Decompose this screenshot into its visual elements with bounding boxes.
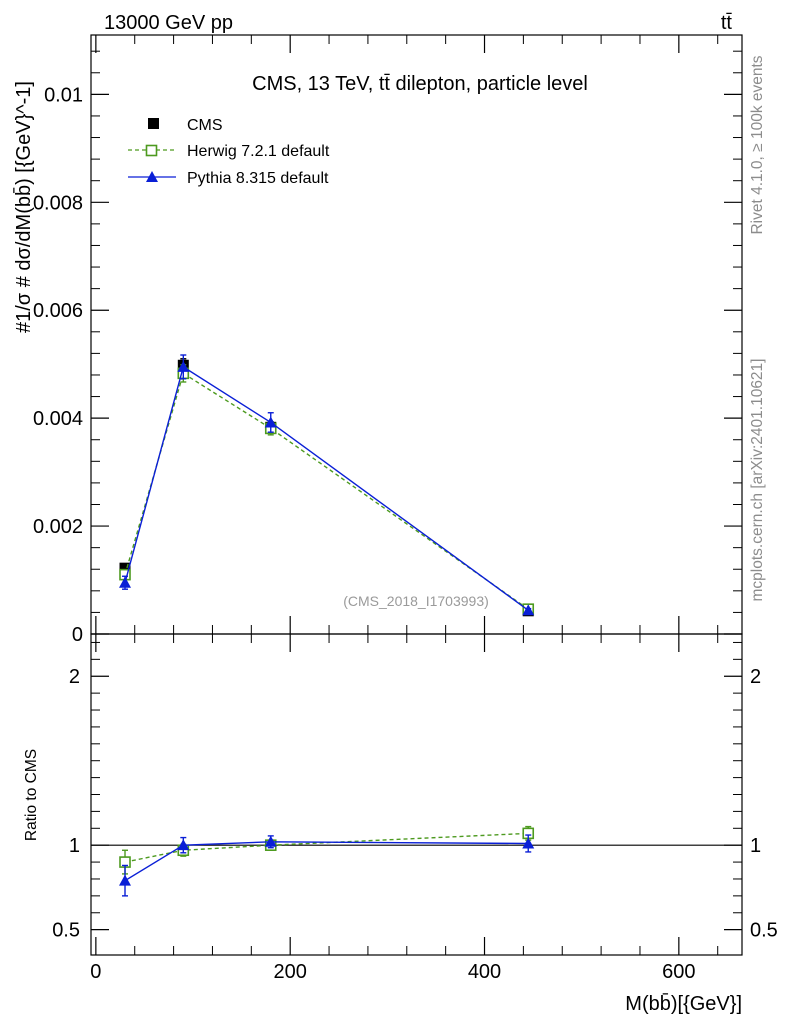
legend-pythia-label: Pythia 8.315 default: [187, 170, 329, 187]
data-point-marker: [177, 360, 190, 372]
x-tick-label: 0: [90, 961, 101, 983]
series-line: [124, 372, 529, 610]
main-cms-series: [119, 358, 534, 617]
main-series-group: [119, 354, 535, 617]
series-line: [124, 832, 529, 863]
main-y-tick-label: 0.004: [33, 408, 83, 430]
data-point-marker: [522, 604, 535, 616]
data-point-marker: [119, 562, 131, 574]
main-plot-title: CMS, 13 TeV, tt̄ dilepton, particle leve…: [252, 73, 588, 95]
collision-label: 13000 GeV pp: [104, 12, 233, 34]
legend-herwig-marker: [145, 144, 158, 157]
ratio-y-tick-label-right: 1: [750, 835, 761, 857]
x-tick-label: 200: [273, 961, 306, 983]
x-tick-labels: 0 200 400 600: [90, 961, 695, 983]
data-point-marker: [264, 835, 277, 847]
legend-cms-label: CMS: [187, 117, 223, 134]
rivet-version-label: Rivet 4.1.0, ≥ 100k events: [749, 55, 766, 234]
main-y-axis-label-text: #1/σ # dσ/dM(bb̄) [{GeV}^-1]: [12, 81, 35, 333]
legend: CMS Herwig 7.2.1 default Pythia 8.315 de…: [128, 117, 330, 187]
legend-pythia-marker: [146, 171, 158, 182]
process-label: tt̄: [721, 12, 733, 34]
x-tick-label: 400: [468, 961, 501, 983]
analysis-watermark: (CMS_2018_I1703993): [343, 593, 489, 609]
main-pythia-series: [119, 354, 535, 616]
main-y-axis-label: #1/σ # dσ/dM(bb̄) [{GeV}^-1]: [12, 81, 35, 333]
legend-herwig-label: Herwig 7.2.1 default: [187, 143, 330, 160]
data-point-marker: [264, 416, 277, 428]
ratio-y-tick-label-left: 1: [69, 835, 80, 857]
main-y-tick-label: 0: [72, 624, 83, 646]
main-axis-ticks: 0 0.002 0.004 0.006 0.008 0.01: [33, 35, 742, 646]
data-point-marker: [119, 576, 132, 588]
ratio-herwig-series: [119, 825, 535, 875]
ratio-pythia-series: [119, 834, 535, 897]
ratio-y-tick-label-right: 0.5: [750, 920, 778, 942]
mcplots-label: mcplots.cern.ch [arXiv:2401.10621]: [749, 359, 766, 602]
x-axis-label: M(bb̄)[{GeV}]: [625, 992, 742, 1015]
ratio-y-tick-label-right: 2: [750, 666, 761, 688]
main-y-tick-label: 0.002: [33, 516, 83, 538]
main-y-tick-label: 0.006: [33, 300, 83, 322]
data-point-marker: [177, 839, 190, 851]
main-herwig-series: [119, 364, 535, 615]
data-point-marker: [522, 837, 535, 849]
main-y-tick-label: 0.008: [33, 192, 83, 214]
ratio-y-tick-label-left: 2: [69, 666, 80, 688]
legend-cms-marker: [148, 118, 159, 129]
ratio-y-axis-label: Ratio to CMS: [23, 749, 40, 841]
main-y-tick-label: 0.01: [44, 84, 83, 106]
series-line: [124, 841, 529, 882]
ratio-series-group: [119, 825, 535, 897]
ratio-y-tick-label-left: 0.5: [52, 920, 80, 942]
series-line: [124, 365, 529, 611]
ratio-axis-ticks: 0.5 0.5 1 1 2 2: [52, 634, 778, 955]
x-tick-label: 600: [662, 961, 695, 983]
ratio-plot-frame: [90, 633, 743, 956]
data-point-marker: [119, 874, 132, 886]
